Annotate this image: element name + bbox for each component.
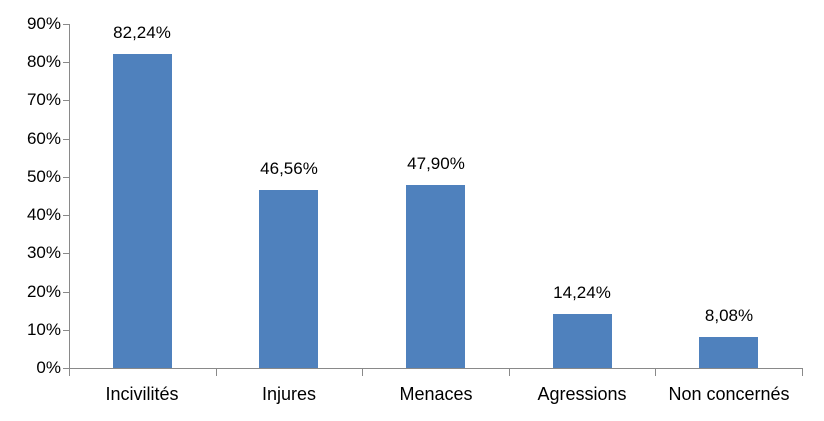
y-axis-tick [63, 24, 69, 25]
y-axis-line [69, 24, 70, 368]
x-axis-tick [802, 368, 803, 376]
x-axis-tick [362, 368, 363, 376]
y-axis-tick [63, 253, 69, 254]
x-axis-category-label: Menaces [399, 384, 473, 404]
x-axis-category-label: Non concernés [668, 384, 790, 404]
y-axis-tick-label: 30% [26, 243, 61, 262]
y-axis-tick [63, 139, 69, 140]
x-axis-category-label: Injures [261, 384, 317, 404]
bar-value-label: 47,90% [407, 154, 465, 173]
bar-3 [406, 185, 465, 368]
bar-1 [113, 54, 172, 368]
y-axis-tick [63, 330, 69, 331]
bar-2 [259, 190, 318, 368]
y-axis-tick-label: 70% [26, 90, 61, 109]
bar-value-label: 82,24% [113, 23, 171, 42]
y-axis-tick-label: 0% [36, 358, 61, 377]
bar-5 [699, 337, 758, 368]
y-axis-tick-label: 10% [26, 320, 61, 339]
y-axis-tick [63, 100, 69, 101]
y-axis-tick [63, 215, 69, 216]
x-axis-line [69, 368, 803, 369]
y-axis-tick [63, 292, 69, 293]
x-axis-category-label: Agressions [537, 384, 627, 404]
y-axis-tick-label: 40% [26, 205, 61, 224]
y-axis-tick-label: 60% [26, 129, 61, 148]
y-axis-tick-label: 90% [26, 14, 61, 33]
y-axis-tick [63, 62, 69, 63]
y-axis-tick-label: 50% [26, 167, 61, 186]
x-axis-tick [216, 368, 217, 376]
bar-value-label: 14,24% [553, 283, 611, 302]
y-axis-tick-label: 20% [26, 282, 61, 301]
y-axis-tick-label: 80% [26, 52, 61, 71]
x-axis-tick [655, 368, 656, 376]
bar-4 [553, 314, 612, 368]
bar-value-label: 46,56% [260, 159, 318, 178]
x-axis-tick [69, 368, 70, 376]
x-axis-tick [509, 368, 510, 376]
bar-value-label: 8,08% [704, 306, 754, 325]
y-axis-tick [63, 368, 69, 369]
x-axis-category-label: Incivilités [105, 384, 179, 404]
y-axis-tick [63, 177, 69, 178]
